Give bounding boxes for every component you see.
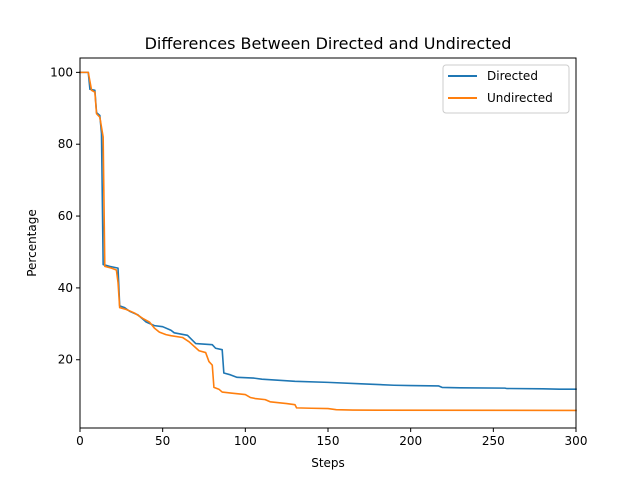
y-axis-ticks: 20 40 60 80 100 bbox=[50, 65, 80, 367]
x-tick-label: 250 bbox=[482, 434, 505, 448]
series-line-directed bbox=[79, 71, 577, 390]
x-tick-label: 100 bbox=[234, 434, 257, 448]
y-tick-label: 60 bbox=[58, 209, 73, 223]
x-tick-label: 0 bbox=[76, 434, 84, 448]
x-tick-label: 150 bbox=[317, 434, 340, 448]
y-axis-label: Percentage bbox=[25, 209, 39, 277]
x-tick-label: 300 bbox=[565, 434, 588, 448]
y-tick-label: 100 bbox=[50, 65, 73, 79]
x-axis-label: Steps bbox=[311, 456, 345, 470]
x-tick-label: 50 bbox=[155, 434, 170, 448]
legend-label-directed: Directed bbox=[487, 69, 538, 83]
y-tick-label: 80 bbox=[58, 137, 73, 151]
legend: Directed Undirected bbox=[442, 64, 570, 114]
series-line-undirected bbox=[79, 71, 577, 412]
chart-title: Differences Between Directed and Undirec… bbox=[145, 34, 512, 53]
series-layer bbox=[79, 71, 577, 412]
y-tick-label: 20 bbox=[58, 353, 73, 367]
y-tick-label: 40 bbox=[58, 281, 73, 295]
legend-label-undirected: Undirected bbox=[487, 91, 553, 105]
x-tick-label: 200 bbox=[399, 434, 422, 448]
x-axis-ticks: 0 50 100 150 200 250 300 bbox=[76, 428, 587, 448]
